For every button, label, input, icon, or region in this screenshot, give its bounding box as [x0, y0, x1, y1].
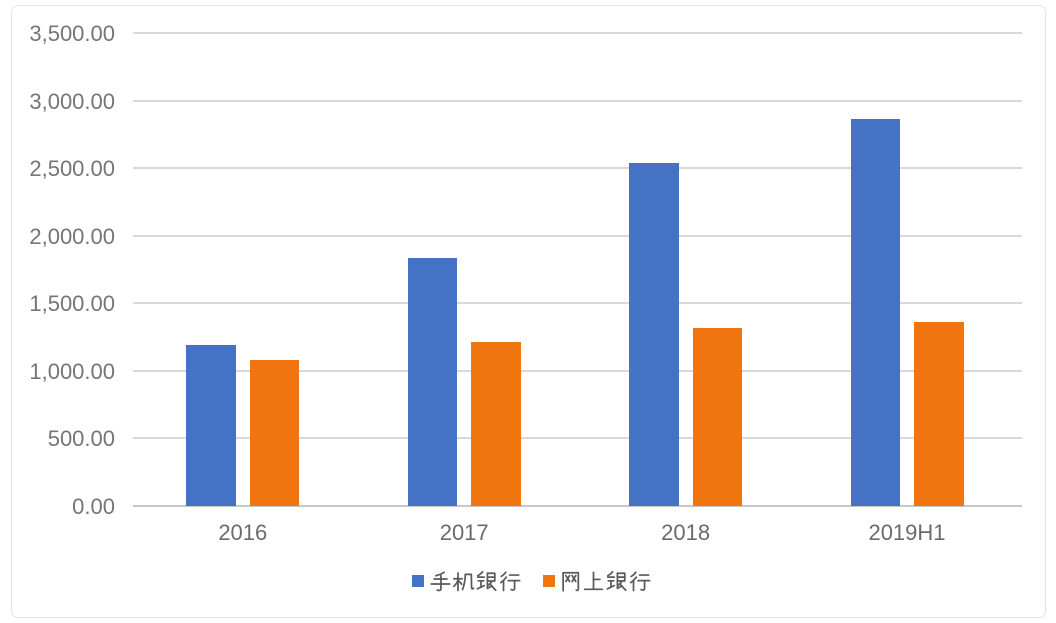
y-axis-label: 500.00 — [47, 426, 115, 452]
gridline — [132, 32, 1022, 34]
cjk-glyph — [499, 570, 520, 591]
legend-label-0 — [429, 570, 521, 593]
legend-marker-1 — [542, 575, 555, 587]
cjk-glyph — [583, 570, 604, 590]
bar-2016-s0 — [186, 345, 236, 506]
legend-item-0 — [412, 570, 521, 593]
bar-2019H1-s0 — [850, 119, 900, 506]
y-axis-label: 3,000.00 — [29, 88, 115, 114]
y-axis-label: 2,500.00 — [29, 156, 115, 182]
chart-card: 0.00 500.00 1,000.00 1,500.00 2,000.00 2,500.… — [11, 5, 1046, 618]
bar-2018-s1 — [692, 327, 743, 506]
x-axis-label: 2016 — [218, 519, 268, 545]
y-axis-label: 0.00 — [72, 494, 115, 519]
x-axis-label: 2019H1 — [868, 519, 946, 545]
x-axis-label: 2017 — [439, 519, 489, 545]
x-axis-line — [132, 505, 1022, 507]
legend-label-1 — [559, 570, 651, 593]
cjk-glyph — [606, 570, 627, 591]
gridline — [132, 437, 1022, 440]
y-axis-label: 1,000.00 — [29, 358, 115, 384]
gridline — [132, 167, 1022, 170]
cjk-glyph — [452, 571, 474, 591]
legend — [12, 570, 1044, 593]
gridline — [132, 302, 1022, 305]
cjk-glyph — [429, 570, 451, 591]
cjk-glyph — [629, 570, 651, 591]
bar-2017-s0 — [407, 258, 458, 506]
bar-2019H1-s1 — [914, 321, 964, 506]
gridline — [132, 99, 1022, 102]
legend-marker-0 — [412, 575, 424, 587]
cjk-glyph — [475, 570, 497, 591]
gridline — [132, 369, 1022, 372]
gridline — [132, 234, 1022, 237]
y-axis-label: 2,000.00 — [29, 223, 115, 249]
bar-2017-s1 — [471, 341, 521, 506]
legend-item-1 — [542, 570, 652, 593]
bar-2016-s1 — [249, 360, 300, 506]
y-axis-label: 1,500.00 — [29, 291, 115, 317]
x-axis-label: 2018 — [661, 519, 711, 545]
cjk-glyph — [562, 571, 580, 592]
y-axis-label: 3,500.00 — [29, 21, 115, 46]
bar-2018-s0 — [629, 162, 679, 506]
